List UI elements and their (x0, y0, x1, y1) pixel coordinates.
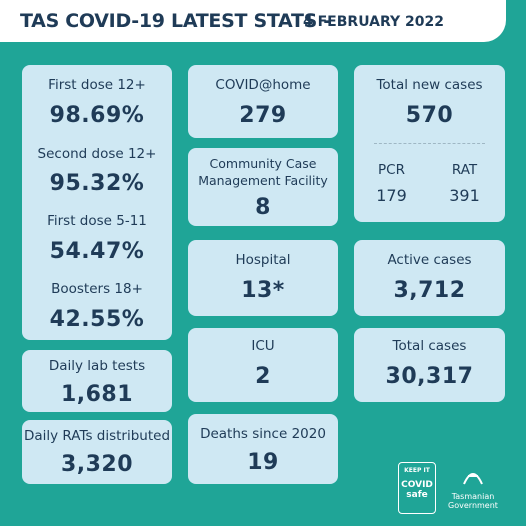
stat-label: Active cases (387, 252, 472, 268)
stat-value: 98.69% (49, 103, 145, 128)
stat-value: 1,681 (60, 382, 134, 407)
stat-card: Community Case Management Facility 8 (188, 148, 338, 226)
vaccination-card: First dose 12+ 98.69% Second dose 12+ 95… (22, 65, 172, 340)
stat-card: Total cases 30,317 (354, 328, 505, 402)
title: TAS COVID-19 LATEST STATS - (20, 10, 331, 32)
government-logo: Tasmanian Government (445, 462, 501, 512)
stat-card: Daily RATs distributed 3,320 (22, 420, 172, 484)
stat-value: 54.47% (49, 239, 145, 264)
date: 4 FEBRUARY 2022 (303, 14, 444, 30)
stat-label: Boosters 18+ (51, 281, 143, 297)
stat-card: COVID@home 279 (188, 65, 338, 138)
stat-card: ICU 2 (188, 328, 338, 402)
stat-value: 179 (376, 186, 407, 205)
stat-value: 391 (449, 186, 480, 205)
stat-label: Daily lab tests (48, 358, 146, 374)
stat-value: 30,317 (385, 364, 474, 389)
logo-text: COVID safe (401, 480, 433, 500)
stat-value: 279 (239, 103, 287, 128)
stat-label: First dose 12+ (48, 77, 146, 93)
stat-label: First dose 5-11 (47, 213, 147, 229)
stat-label: Deaths since 2020 (200, 426, 326, 442)
stat-label: RAT (451, 162, 478, 178)
emblem (463, 473, 483, 485)
stat-card: Hospital 13* (188, 240, 338, 316)
stat-value: 19 (247, 450, 279, 475)
stat-label: Total cases (392, 338, 467, 354)
stat-card: Daily lab tests 1,681 (22, 350, 172, 412)
stat-label: Community Case Management Facility (198, 156, 328, 188)
stat-label: ICU (251, 338, 275, 354)
stat-value: 3,320 (60, 452, 134, 477)
covid-safe-logo: KEEP IT COVID safe (398, 462, 436, 514)
stat-value: 570 (405, 103, 454, 128)
stat-label: Total new cases (376, 77, 483, 93)
stat-label: Hospital (235, 252, 291, 268)
stat-card: Active cases 3,712 (354, 240, 505, 316)
divider (374, 143, 485, 144)
logo-text: Tasmanian Government (448, 492, 498, 510)
stat-label: PCR (378, 162, 405, 178)
header: TAS COVID-19 LATEST STATS - 4 FEBRUARY 2… (0, 0, 506, 42)
stat-label: Second dose 12+ (37, 146, 157, 162)
logo-text: KEEP IT (404, 467, 430, 474)
stat-value: 8 (255, 195, 271, 220)
stat-value: 42.55% (49, 307, 145, 332)
new-cases-card: Total new cases 570 PCR 179 RAT 391 (354, 65, 505, 222)
stat-card: Deaths since 2020 19 (188, 414, 338, 484)
stat-label: COVID@home (215, 77, 311, 93)
stat-value: 2 (255, 364, 271, 389)
stat-label: Daily RATs distributed (23, 428, 171, 444)
stat-value: 3,712 (393, 278, 466, 303)
stat-value: 13* (241, 278, 285, 303)
stat-value: 95.32% (49, 171, 145, 196)
